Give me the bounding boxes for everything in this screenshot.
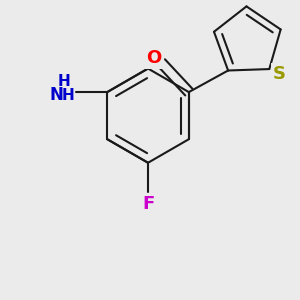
Text: S: S bbox=[273, 65, 286, 83]
Text: H: H bbox=[61, 88, 74, 103]
Text: N: N bbox=[49, 86, 63, 104]
Text: F: F bbox=[142, 195, 154, 213]
Text: H: H bbox=[58, 74, 70, 89]
Text: O: O bbox=[146, 49, 161, 67]
